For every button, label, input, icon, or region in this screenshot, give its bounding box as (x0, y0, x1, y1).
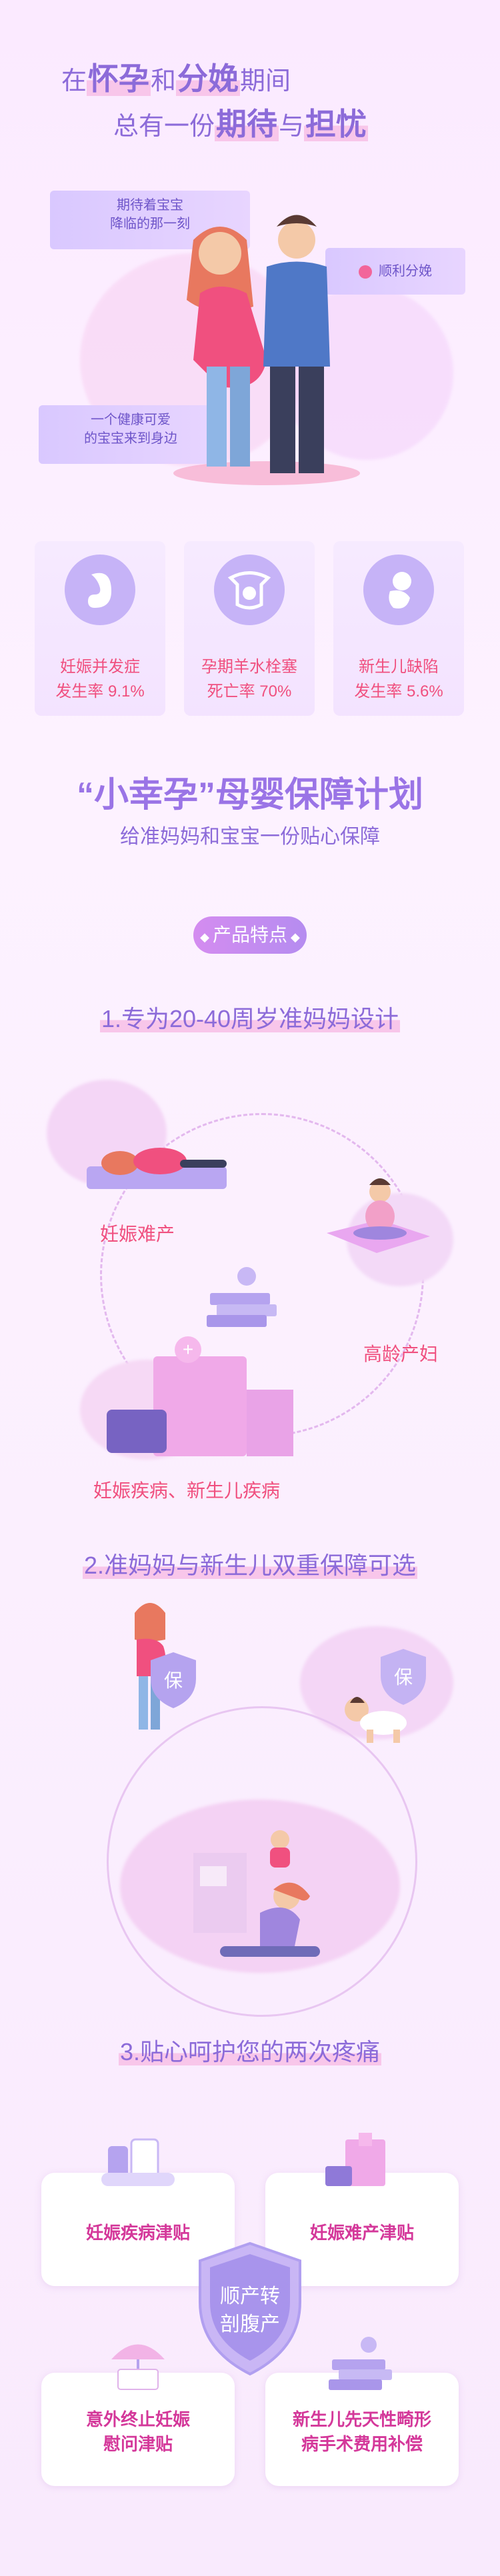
shield-icon (381, 1649, 426, 1705)
label-difficult-labor: 妊娠难产 (100, 1224, 175, 1244)
shield-text: 保 (163, 1670, 183, 1691)
plan-subtitle: 给准妈妈和宝宝一份贴心保障 (120, 826, 380, 848)
card-difficult-labor: 妊娠难产津贴 (265, 2133, 459, 2286)
shield-text: 保 (393, 1667, 413, 1688)
flower-icon (359, 265, 372, 279)
plan-title: “小幸孕”母婴保障计划 (76, 776, 424, 814)
embryo-icon (65, 555, 135, 625)
features-badge: ◆ 产品特点 ◆ (193, 916, 307, 954)
label-disease: 妊娠疾病、新生儿疾病 (93, 1480, 280, 1501)
stat-card-embolism: 孕期羊水栓塞 死亡率 70% (184, 541, 315, 716)
money-stack-icon (329, 2337, 392, 2390)
lying-woman-icon (87, 1148, 227, 1189)
card-label: 意外终止妊娠 慰问津贴 (85, 2409, 190, 2454)
feature2-title: 2.准妈妈与新生儿双重保障可选 (82, 1552, 418, 1579)
card-label: 妊娠难产津贴 (309, 2223, 414, 2243)
sitting-woman-icon (327, 1178, 430, 1253)
money-stack-icon (207, 1267, 277, 1327)
center-shield-icon (199, 2241, 301, 2376)
feature3-title: 3.贴心呵护您的两次疼痛 (118, 2038, 382, 2065)
newborn-icon (363, 555, 434, 625)
stat-card-complication: 妊娠并发症 发生率 9.1% (35, 541, 165, 716)
umbrella-icon (111, 2344, 165, 2390)
center-shield-text: 顺产转 剖腹产 (220, 2285, 280, 2335)
feature1-title: 1.专为20-40周岁准妈妈设计 (99, 1005, 401, 1032)
wallet-icon (107, 1410, 167, 1453)
couple-illustration-icon (173, 215, 360, 485)
tag-healthy-baby: 一个健康可爱 的宝宝来到身边 (39, 405, 223, 464)
stat-label: 妊娠并发症 (60, 658, 140, 676)
uterus-icon (214, 555, 285, 625)
card-accidental-termination: 意外终止妊娠 慰问津贴 (41, 2344, 235, 2486)
label-advanced-age: 高龄产妇 (363, 1344, 439, 1364)
card-label: 新生儿先天性畸形 病手术费用补偿 (292, 2409, 431, 2454)
hospital-icon (325, 2133, 385, 2186)
stat-card-defect: 新生儿缺陷 发生率 5.6% (333, 541, 464, 716)
stat-label: 新生儿缺陷 (359, 658, 439, 676)
hero-title-line2: 总有一份期待与担忧 (113, 107, 369, 141)
feature2-ring (107, 1706, 417, 2017)
stat-value: 发生率 5.6% (354, 682, 443, 700)
stat-label: 孕期羊水栓塞 (201, 658, 297, 676)
card-label: 妊娠疾病津贴 (85, 2223, 190, 2243)
tag-smooth-delivery: 顺利分娩 (325, 248, 465, 295)
mother-baby-icon (193, 1830, 320, 1957)
shield-icon (151, 1652, 196, 1708)
stat-value: 死亡率 70% (207, 682, 292, 700)
card-newborn-malformation: 新生儿先天性畸形 病手术费用补偿 (265, 2337, 459, 2486)
medicine-icon (101, 2138, 175, 2186)
stat-value: 发生率 9.1% (55, 682, 145, 700)
baby-icon (345, 1697, 407, 1743)
hero-title-line1: 在怀孕和分娩期间 (61, 61, 291, 96)
